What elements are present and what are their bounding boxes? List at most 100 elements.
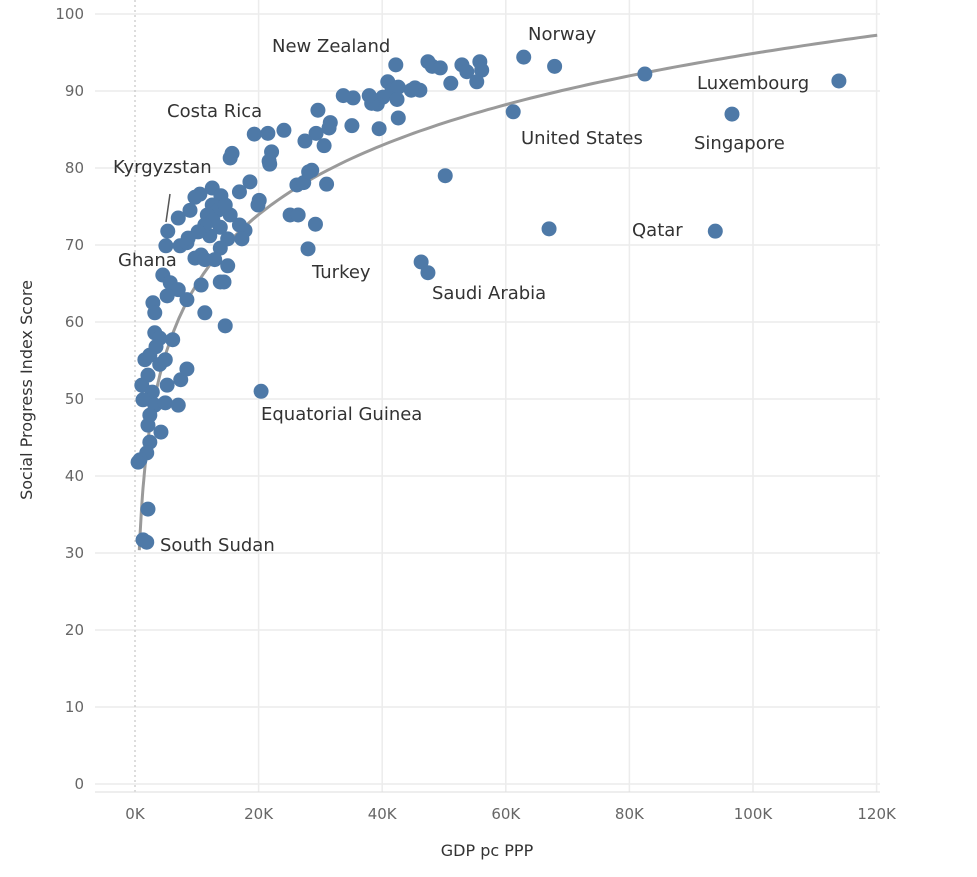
data-point[interactable]: [388, 57, 404, 73]
annotation-label: Luxembourg: [697, 73, 809, 94]
y-tick-label: 100: [55, 5, 84, 23]
data-point[interactable]: [180, 230, 196, 246]
x-tick-label: 120K: [857, 805, 897, 823]
data-point[interactable]: [193, 277, 209, 293]
annotation-label: Turkey: [311, 262, 371, 283]
data-point[interactable]: [308, 125, 324, 141]
y-tick-label: 70: [65, 236, 84, 254]
data-point[interactable]: [300, 241, 316, 257]
data-point[interactable]: [231, 184, 247, 200]
data-point[interactable]: [390, 110, 406, 126]
data-point[interactable]: [158, 238, 174, 254]
data-point[interactable]: [222, 150, 238, 166]
data-point[interactable]: [724, 106, 740, 122]
data-point[interactable]: [182, 202, 198, 218]
data-point[interactable]: [310, 102, 326, 118]
data-point[interactable]: [459, 64, 475, 80]
data-point[interactable]: [250, 197, 266, 213]
data-point[interactable]: [242, 174, 258, 190]
data-point[interactable]: [170, 282, 186, 298]
data-point[interactable]: [157, 395, 173, 411]
data-point[interactable]: [547, 58, 563, 74]
data-point[interactable]: [153, 424, 169, 440]
data-point[interactable]: [160, 223, 176, 239]
annotation-label: New Zealand: [272, 36, 390, 57]
y-tick-label: 0: [74, 775, 84, 793]
x-axis-label: GDP pc PPP: [441, 841, 534, 860]
annotation-label: Qatar: [632, 220, 683, 241]
x-tick-label: 20K: [244, 805, 274, 823]
data-point[interactable]: [246, 126, 262, 142]
data-point[interactable]: [413, 254, 429, 270]
data-point[interactable]: [187, 189, 203, 205]
data-point[interactable]: [321, 120, 337, 136]
data-point[interactable]: [212, 240, 228, 256]
data-point[interactable]: [505, 104, 521, 120]
data-points[interactable]: [130, 49, 847, 550]
data-point[interactable]: [135, 392, 151, 408]
annotation-label: Norway: [528, 24, 597, 45]
data-point[interactable]: [437, 168, 453, 184]
data-point[interactable]: [159, 377, 175, 393]
data-point[interactable]: [474, 62, 490, 78]
data-point[interactable]: [335, 88, 351, 104]
data-point[interactable]: [260, 125, 276, 141]
y-tick-label: 80: [65, 159, 84, 177]
data-point[interactable]: [165, 332, 181, 348]
data-point[interactable]: [179, 292, 195, 308]
data-point[interactable]: [290, 207, 306, 223]
data-point[interactable]: [217, 318, 233, 334]
data-point[interactable]: [403, 82, 419, 98]
data-point[interactable]: [253, 383, 269, 399]
data-point[interactable]: [217, 197, 233, 213]
kyrgyzstan-leader-line: [165, 193, 171, 223]
data-point[interactable]: [197, 252, 213, 268]
annotation-label: Saudi Arabia: [432, 283, 546, 304]
data-point[interactable]: [516, 49, 532, 65]
data-point[interactable]: [390, 79, 406, 95]
x-tick-label: 0K: [125, 805, 146, 823]
data-point[interactable]: [420, 265, 436, 281]
data-point[interactable]: [234, 231, 250, 247]
data-point[interactable]: [389, 91, 405, 107]
data-point[interactable]: [179, 361, 195, 377]
data-point[interactable]: [361, 88, 377, 104]
data-point[interactable]: [170, 210, 186, 226]
data-point[interactable]: [301, 164, 317, 180]
data-point[interactable]: [139, 534, 155, 550]
data-point[interactable]: [157, 352, 173, 368]
data-point[interactable]: [443, 75, 459, 91]
data-point[interactable]: [262, 156, 278, 172]
data-point[interactable]: [637, 66, 653, 82]
annotation-label: Equatorial Guinea: [261, 404, 422, 425]
data-point[interactable]: [469, 74, 485, 90]
data-point[interactable]: [316, 138, 332, 154]
y-tick-label: 90: [65, 82, 84, 100]
data-point[interactable]: [276, 122, 292, 138]
data-point[interactable]: [541, 221, 557, 237]
data-point[interactable]: [140, 501, 156, 517]
data-point[interactable]: [212, 274, 228, 290]
data-point[interactable]: [319, 176, 335, 192]
data-point[interactable]: [170, 397, 186, 413]
data-point[interactable]: [344, 118, 360, 134]
data-point[interactable]: [432, 60, 448, 76]
data-point[interactable]: [297, 133, 313, 149]
annotation-label: Kyrgyzstan: [113, 157, 212, 178]
x-tick-label: 60K: [491, 805, 521, 823]
data-point[interactable]: [220, 258, 236, 274]
data-point[interactable]: [130, 454, 146, 470]
data-point[interactable]: [140, 417, 156, 433]
data-point[interactable]: [707, 223, 723, 239]
x-tick-label: 100K: [734, 805, 774, 823]
data-point[interactable]: [831, 73, 847, 89]
data-point[interactable]: [159, 288, 175, 304]
y-tick-label: 20: [65, 621, 84, 639]
data-point[interactable]: [147, 305, 163, 321]
data-point[interactable]: [307, 216, 323, 232]
data-point[interactable]: [148, 339, 164, 355]
data-point[interactable]: [371, 121, 387, 137]
data-point[interactable]: [197, 305, 213, 321]
x-tick-label: 80K: [615, 805, 645, 823]
